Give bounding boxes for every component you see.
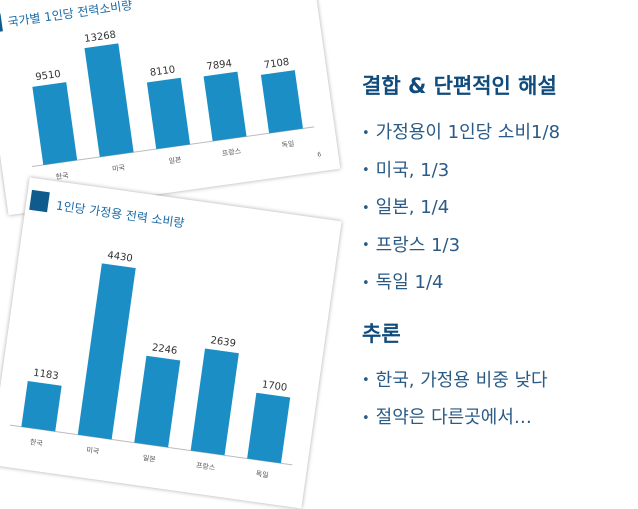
bar <box>260 70 303 134</box>
chart-panel: 국가별 1인당 전력소비량 6 9510 한국 13268 미국 8110 일본 7894 프… <box>0 0 341 216</box>
bullet: 일본, 1/4 <box>362 189 632 227</box>
bullet-list: 한국, 가정용 비중 낮다절약은 다른곳에서… <box>362 362 632 437</box>
title-marker <box>29 189 50 213</box>
page-number: 6 <box>317 151 322 158</box>
x-tick-label: 한국 <box>55 171 69 181</box>
x-tick-label: 일본 <box>168 155 183 166</box>
chart: 1인당 가정용 전력 소비량 1183 한국 4430 미국 2246 일본 2639 프랑스… <box>9 189 293 480</box>
value-label: 1700 <box>261 379 288 393</box>
bar <box>84 43 134 158</box>
x-tick-label: 일본 <box>142 453 157 464</box>
value-label: 7108 <box>263 57 290 71</box>
chart-panel: 1인당 가정용 전력 소비량 1183 한국 4430 미국 2246 일본 2639 프랑스… <box>0 177 342 509</box>
bar <box>134 355 181 448</box>
heading: 결합 & 단편적인 해설 <box>362 74 557 98</box>
baseline <box>9 424 293 466</box>
x-tick-label: 미국 <box>112 163 127 174</box>
value-label: 13268 <box>84 30 117 45</box>
bar <box>21 381 62 432</box>
bar <box>203 71 247 142</box>
value-label: 7894 <box>206 58 233 72</box>
notes: 결합 & 단편적인 해설 가정용이 1인당 소비1/8미국, 1/3일본, 1/… <box>362 70 632 453</box>
x-tick-label: 한국 <box>29 438 43 448</box>
bullet: 독일 1/4 <box>362 264 632 302</box>
x-tick-label: 프랑스 <box>221 147 242 158</box>
value-label: 2246 <box>151 343 178 357</box>
x-tick-label: 독일 <box>281 139 295 150</box>
slide: 국가별 1인당 전력소비량 6 9510 한국 13268 미국 8110 일본 7894 프… <box>0 0 638 479</box>
value-label: 4430 <box>107 250 134 264</box>
x-tick-label: 미국 <box>86 445 101 456</box>
bar <box>247 392 291 464</box>
value-label: 2639 <box>210 335 237 349</box>
x-tick-label: 프랑스 <box>196 461 217 472</box>
bar <box>146 77 191 150</box>
bar <box>32 82 78 165</box>
heading: 추론 <box>362 321 401 346</box>
x-tick-label: 독일 <box>255 469 269 480</box>
value-label: 1183 <box>33 368 60 382</box>
value-label: 8110 <box>149 64 176 78</box>
chart-title: 1인당 가정용 전력 소비량 <box>55 199 185 231</box>
bullet: 가정용이 1인당 소비1/8 <box>362 114 632 152</box>
bullet: 미국, 1/3 <box>362 152 632 190</box>
title-marker <box>0 13 3 33</box>
bar <box>190 348 239 456</box>
value-label: 9510 <box>35 69 62 83</box>
bullet: 절약은 다른곳에서… <box>362 399 632 437</box>
chart-title: 국가별 1인당 전력소비량 <box>7 0 133 29</box>
bullet: 한국, 가정용 비중 낮다 <box>362 362 632 400</box>
bullet: 프랑스 1/3 <box>362 227 632 265</box>
bar <box>77 263 136 440</box>
chart: 국가별 1인당 전력소비량 6 9510 한국 13268 미국 8110 일본 7894 프… <box>0 0 322 181</box>
